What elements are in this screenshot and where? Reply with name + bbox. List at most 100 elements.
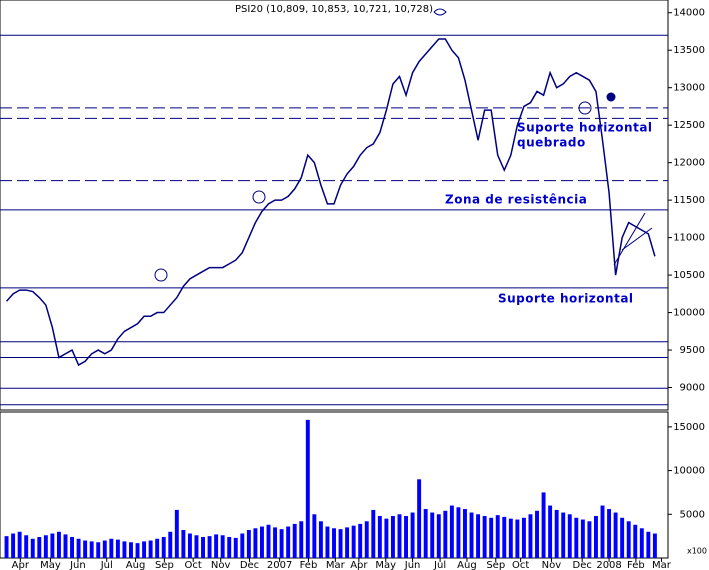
volume-bar	[96, 542, 101, 558]
volume-bar	[345, 527, 350, 558]
volume-bar	[574, 517, 579, 558]
volume-bar	[489, 517, 494, 558]
volume-bar	[220, 535, 225, 558]
volume-bar	[233, 537, 238, 558]
volume-bar	[109, 538, 114, 558]
y-tick-label: 9500	[680, 345, 705, 356]
volume-bar	[266, 524, 271, 558]
x-tick-label: Jun	[69, 560, 86, 570]
volume-bar	[371, 509, 376, 558]
smileys	[154, 8, 616, 282]
volume-bar	[646, 531, 651, 558]
x-tick-label: 2008	[596, 560, 621, 570]
volume-bar	[246, 530, 251, 558]
x-tick-label: Feb	[300, 560, 318, 570]
volume-bar	[600, 505, 605, 558]
volume-bar	[207, 536, 212, 558]
volume-bar	[299, 521, 304, 558]
volume-bar	[37, 537, 42, 558]
volume-bar	[351, 525, 356, 558]
volume-bar	[161, 537, 166, 558]
x-tick-label: Apr	[350, 560, 368, 570]
volume-bar	[187, 533, 192, 558]
annotation: Suporte horizontal	[498, 292, 634, 306]
volume-bar	[384, 518, 389, 558]
price-line	[5, 38, 656, 367]
volume-bar	[548, 505, 553, 558]
volume-bar	[201, 537, 205, 558]
annotation: Suporte horizontal	[517, 121, 653, 135]
volume-bar	[476, 514, 481, 558]
volume-bar	[508, 518, 513, 558]
volume-bar	[292, 523, 297, 558]
volume-bar	[521, 517, 526, 558]
volume-bar	[332, 528, 336, 558]
y-tick-label: 10500	[673, 270, 705, 281]
volume-bar	[482, 516, 487, 558]
x-tick-label: May	[40, 560, 61, 570]
volume-bar	[56, 531, 61, 558]
volume-bar	[11, 533, 16, 558]
x-tick-label: Nov	[211, 560, 231, 570]
y-tick-label: 10000	[673, 308, 705, 319]
annotation: Zona de resistência	[445, 193, 587, 207]
volume-bar	[587, 521, 592, 558]
volume-bar	[30, 538, 35, 558]
volume-bar	[89, 541, 94, 558]
volume-bar	[377, 516, 382, 558]
volume-bar	[338, 529, 343, 558]
y-tick-label: 15000	[673, 422, 705, 433]
volume-bar	[528, 514, 533, 558]
volume-bar	[286, 526, 291, 558]
volume-bar	[580, 519, 585, 558]
volume-bar	[417, 479, 422, 558]
volume-bar	[181, 530, 186, 558]
volume-bar	[43, 535, 48, 558]
y-tick-label: 11000	[673, 233, 705, 244]
volume-bar	[593, 516, 598, 558]
y-tick-label: 13000	[673, 83, 705, 94]
y-tick-label: 9000	[680, 383, 705, 394]
volume-bar	[50, 533, 55, 558]
volume-bar	[436, 514, 441, 558]
volume-bar	[194, 535, 199, 558]
volume-bar	[633, 524, 638, 558]
volume-bar	[318, 521, 323, 558]
volume-bar	[364, 521, 369, 558]
volume-bar	[639, 528, 644, 558]
volume-bar	[515, 519, 520, 558]
x-tick-label: Feb	[627, 560, 645, 570]
x-tick-label: Mar	[652, 560, 672, 570]
volume-bar	[620, 517, 625, 558]
volume-bar	[214, 534, 219, 558]
volume-bar	[115, 539, 120, 558]
volume-bar	[430, 512, 435, 558]
volume-bar	[495, 515, 500, 558]
volume-bar	[607, 509, 612, 558]
x-tick-label: Mar	[326, 560, 346, 570]
volume-bar	[17, 531, 22, 558]
volume-bar	[541, 492, 546, 558]
volume-bar	[443, 510, 448, 558]
volume-bar	[122, 541, 127, 558]
volume-bar	[148, 540, 153, 558]
volume-bar	[155, 538, 160, 558]
annotation: quebrado	[517, 136, 586, 150]
volume-bar	[652, 533, 657, 558]
volume-bar	[168, 531, 173, 558]
volume-bar	[312, 514, 317, 558]
volume-bar	[240, 533, 245, 558]
volume-bar	[502, 516, 507, 558]
x-tick-label: Oct	[185, 560, 202, 570]
x-tick-label: Jun	[404, 560, 421, 570]
y-tick-label: 11500	[673, 195, 705, 206]
x-tick-label: Oct	[512, 560, 529, 570]
volume-bar	[76, 538, 81, 558]
x-tick-label: May	[375, 560, 396, 570]
volume-bar	[259, 526, 264, 558]
volume-bar	[325, 526, 330, 558]
chart-title: PSI20 (10,809, 10,853, 10,721, 10,728)	[235, 4, 433, 15]
volume-bar	[456, 507, 461, 558]
x-tick-label: Dec	[240, 560, 259, 570]
volume-bar	[142, 541, 147, 558]
